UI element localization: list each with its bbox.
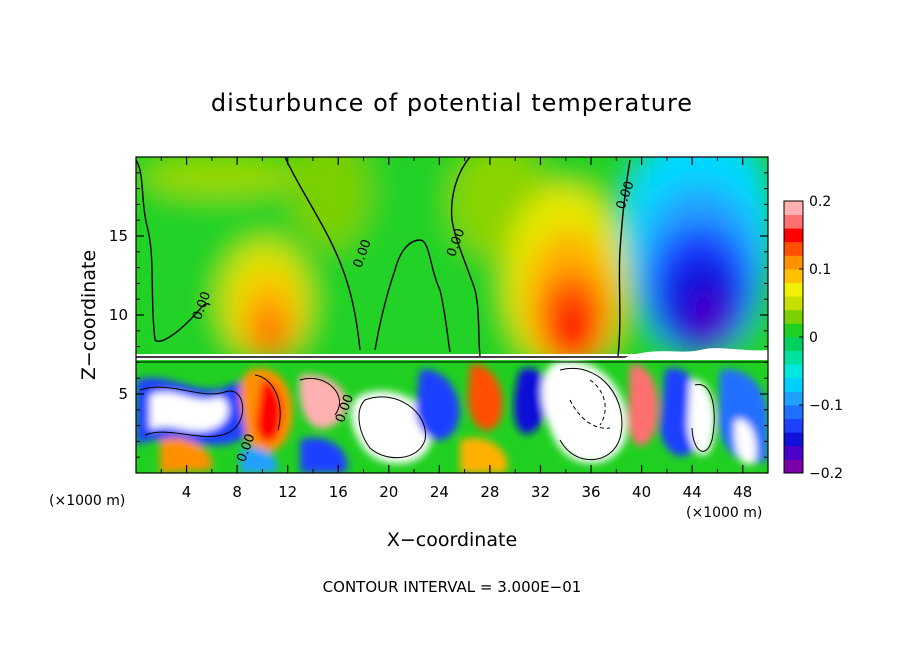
colorbar-swatch [784, 228, 803, 243]
colorbar-swatch [784, 364, 803, 379]
x-tick-label: 12 [278, 483, 297, 501]
colorbar-swatch [784, 405, 803, 419]
x-tick-label: 4 [182, 483, 192, 501]
colorbar-tick-label: 0.2 [809, 194, 831, 210]
contour-lines [136, 157, 631, 357]
colorbar-swatch [784, 459, 803, 474]
y-tick-label: 5 [118, 385, 128, 403]
x-tick-label: 36 [581, 483, 600, 501]
lower-field [136, 348, 768, 473]
x-axis: 4 8 12 16 20 24 28 32 36 40 44 48 [160, 157, 752, 501]
lower-contours [139, 368, 715, 461]
colorbar-swatch [784, 418, 803, 433]
colorbar-swatch [784, 323, 803, 338]
x-tick-label: 40 [632, 483, 651, 501]
x-tick-label: 16 [329, 483, 348, 501]
y-tick-label: 10 [109, 306, 128, 324]
x-tick-label: 44 [683, 483, 702, 501]
colorbar-swatch [784, 241, 803, 256]
colorbar-swatch [784, 296, 803, 311]
plot-area [136, 157, 768, 473]
colorbar-swatch [784, 350, 803, 365]
colorbar-tick-label: −0.2 [809, 466, 843, 482]
x-tick-label: 8 [232, 483, 242, 501]
colorbar-tick-label: −0.1 [809, 398, 843, 414]
x-tick-label: 28 [480, 483, 499, 501]
x-tick-label: 20 [379, 483, 398, 501]
chart-title: disturbunce of potential temperature [211, 89, 693, 117]
colorbar-tick-label: 0 [809, 330, 818, 346]
contour-interval-note: CONTOUR INTERVAL = 3.000E−01 [323, 578, 582, 596]
colorbar-swatch [784, 201, 803, 215]
colorbar-swatch [784, 309, 803, 324]
upper-field [136, 157, 768, 375]
x-tick-label: 48 [733, 483, 752, 501]
y-axis: 5 10 15 [109, 172, 768, 458]
y-tick-label: 15 [109, 227, 128, 245]
x-tick-label: 24 [430, 483, 449, 501]
colorbar-swatch [784, 391, 803, 406]
colorbar-swatch [784, 432, 803, 447]
colorbar-swatch [784, 214, 803, 229]
x-axis-label: X−coordinate [387, 529, 517, 551]
x-tick-label: 32 [531, 483, 550, 501]
colorbar-swatch [784, 282, 803, 297]
y-axis-label: Z−coordinate [78, 250, 100, 380]
colorbar: 0.2 0.1 0 −0.1 −0.2 [783, 194, 843, 482]
x-unit-right: (×1000 m) [686, 505, 762, 521]
colorbar-swatch [784, 255, 803, 270]
colorbar-swatch [784, 269, 803, 283]
colorbar-swatch [784, 337, 803, 351]
colorbar-swatch [784, 377, 803, 392]
colorbar-swatch [784, 445, 803, 460]
x-unit-left: (×1000 m) [49, 493, 125, 509]
colorbar-tick-label: 0.1 [809, 262, 831, 278]
